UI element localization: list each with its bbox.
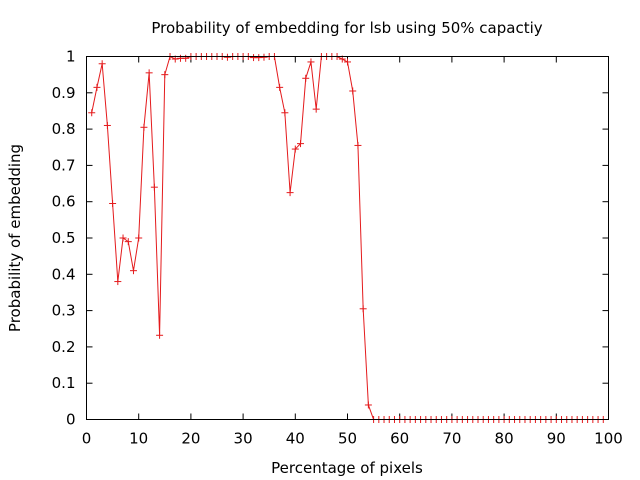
y-tick-label: 0.2 [52, 338, 76, 356]
x-tick-label: 40 [286, 430, 305, 448]
x-tick-label: 100 [594, 430, 623, 448]
data-point [260, 53, 268, 61]
series-layer [88, 53, 607, 423]
data-point [291, 145, 299, 153]
y-tick-label: 0.5 [52, 229, 76, 247]
data-point [124, 238, 132, 246]
y-tick-label: 0.6 [52, 193, 76, 211]
data-point [349, 87, 357, 95]
data-point [359, 305, 367, 313]
data-point [93, 83, 101, 91]
data-point [114, 278, 122, 286]
data-point [276, 83, 284, 91]
data-point [109, 200, 117, 208]
x-tick-label: 30 [234, 430, 253, 448]
data-point [135, 234, 143, 242]
y-tick-label: 0.8 [52, 120, 76, 138]
data-point [286, 189, 294, 197]
data-point [140, 123, 148, 131]
data-point [281, 109, 289, 117]
y-tick-label: 0.9 [52, 84, 76, 102]
data-point [98, 60, 106, 68]
plot-frame [86, 56, 609, 420]
y-tick-label: 0.3 [52, 302, 76, 320]
data-point [156, 331, 164, 339]
x-axis-label: Percentage of pixels [271, 459, 423, 477]
data-point [103, 121, 111, 129]
y-tick-label: 0.4 [52, 265, 76, 283]
x-tick-label: 0 [82, 430, 92, 448]
x-tick-label: 70 [442, 430, 461, 448]
data-point [312, 105, 320, 113]
y-tick-label: 0.1 [52, 374, 76, 392]
data-point [297, 140, 305, 148]
data-point [150, 183, 158, 191]
data-point [161, 71, 169, 79]
y-axis-label: Probability of embedding [6, 144, 24, 332]
x-tick-label: 50 [338, 430, 357, 448]
series-line [91, 55, 604, 420]
x-tick-label: 10 [129, 430, 148, 448]
data-point [145, 69, 153, 77]
y-tick-label: 0.7 [52, 156, 76, 174]
y-tick-label: 0 [66, 411, 76, 429]
x-tick-label: 20 [181, 430, 200, 448]
data-point [354, 141, 362, 149]
data-point [307, 58, 315, 66]
data-point [344, 58, 351, 66]
data-point [88, 109, 96, 117]
x-tick-label: 60 [390, 430, 409, 448]
x-tick-label: 90 [547, 430, 566, 448]
data-point [119, 234, 127, 242]
data-point [364, 401, 372, 409]
chart-title: Probability of embedding for lsb using 5… [151, 19, 542, 37]
data-point [223, 53, 231, 61]
axis-ticks: 0 10 20 30 40 50 60 70 80 90 100 0 0.1 0.2 0.3 0.4 0.5 0.… [52, 48, 623, 448]
data-point [302, 74, 310, 82]
data-point [182, 54, 190, 62]
x-tick-label: 80 [495, 430, 514, 448]
y-tick-label: 1 [66, 48, 76, 66]
data-point [129, 267, 137, 275]
